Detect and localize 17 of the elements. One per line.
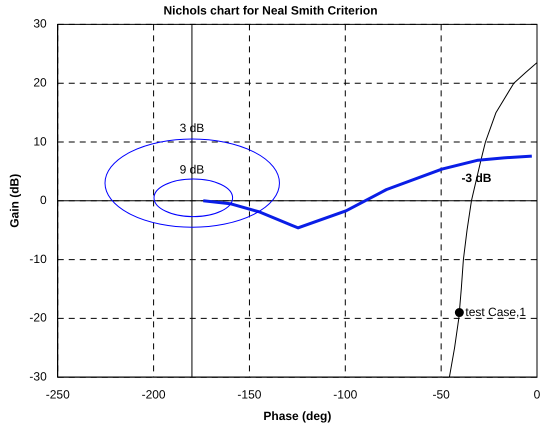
x-tick-label: -200 [142,388,166,402]
x-axis-title: Phase (deg) [263,409,332,424]
y-tick-label: 30 [33,16,48,31]
y-axis-title: Gain (dB) [8,174,22,228]
chart-title: Nichols chart for Neal Smith Criterion [163,4,378,18]
x-tick-label: -100 [333,388,358,402]
x-tick-label: -250 [46,388,70,402]
x-tick-label: 0 [534,388,541,402]
annotation: test Case,1 [465,304,526,319]
x-tick-label: -150 [237,388,262,402]
x-tick-label: -50 [432,388,450,402]
y-tick-label: -20 [29,310,48,325]
y-tick-label: 0 [40,193,48,208]
y-tick-label: 20 [33,76,48,90]
y-tick-label: -10 [29,252,48,266]
y-tick-label: -30 [29,370,48,384]
y-tick-label: 10 [33,134,48,148]
